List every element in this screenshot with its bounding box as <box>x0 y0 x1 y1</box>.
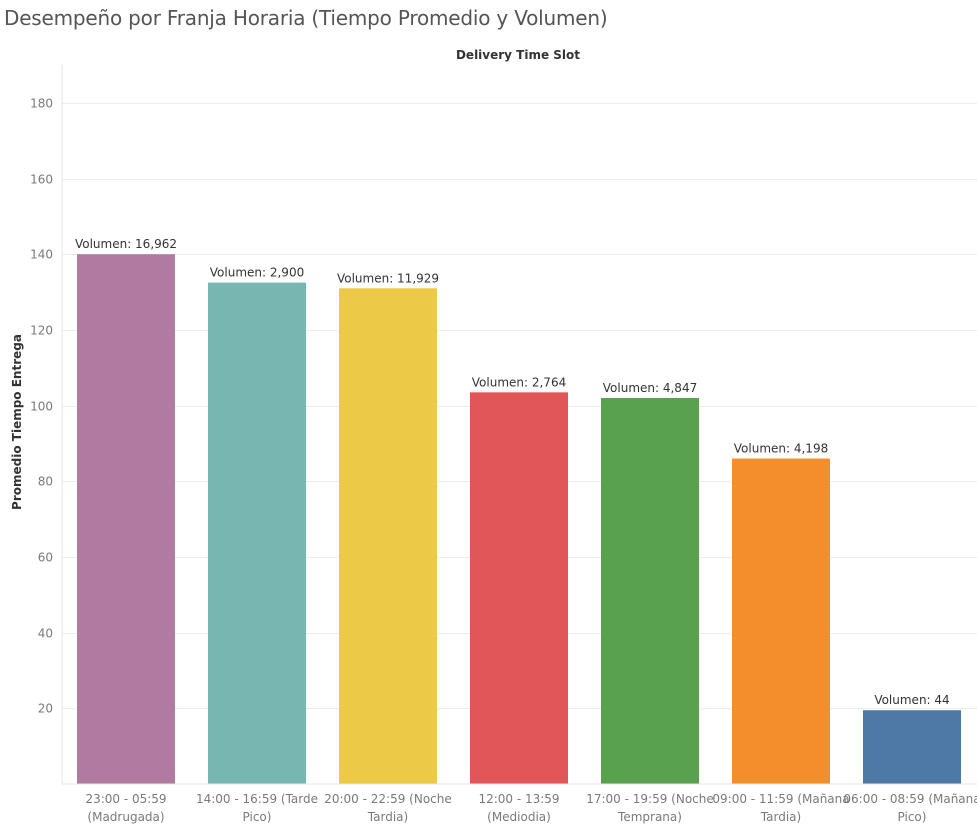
chart-title: Desempeño por Franja Horaria (Tiempo Pro… <box>4 6 608 30</box>
y-tick-label: 180 <box>30 97 53 111</box>
x-tick-label: Pico) <box>243 810 272 824</box>
bar <box>77 254 175 785</box>
x-tick-label: 20:00 - 22:59 (Noche <box>324 792 452 806</box>
y-tick-label: 60 <box>38 551 53 565</box>
bars <box>77 254 961 785</box>
x-tick-label: 06:00 - 08:59 (Mañana <box>843 792 977 806</box>
bar-data-label: Volumen: 11,929 <box>337 271 439 285</box>
data-labels: Volumen: 16,962 Volumen: 2,900 Volumen: 11… <box>75 237 950 707</box>
x-tick-label: (Madrugada) <box>87 810 164 824</box>
x-tick-label: Temprana) <box>617 810 682 824</box>
y-tick-label: 140 <box>30 248 53 262</box>
y-tick-label: 20 <box>38 702 53 716</box>
bar <box>863 710 961 784</box>
axes: 20 40 60 80 100 120 140 160 180 23:00 - 05:59 (Mad… <box>30 65 977 824</box>
column-header: Delivery Time Slot <box>456 48 580 62</box>
bar <box>470 392 568 784</box>
bar-data-label: Volumen: 2,764 <box>472 375 566 389</box>
bar-data-label: Volumen: 4,198 <box>734 442 828 456</box>
y-axis-title: Promedio Tiempo Entrega <box>10 334 24 510</box>
x-tick-label: 17:00 - 19:59 (Noche <box>586 792 714 806</box>
x-tick-label: Tardia) <box>760 810 801 824</box>
bar <box>208 282 306 784</box>
bar-data-label: Volumen: 4,847 <box>603 381 697 395</box>
y-tick-label: 100 <box>30 400 53 414</box>
bar <box>601 398 699 784</box>
x-tick-label: 23:00 - 05:59 <box>85 792 166 806</box>
bar-data-label: Volumen: 16,962 <box>75 237 177 251</box>
x-tick-label: Pico) <box>898 810 927 824</box>
y-tick-label: 160 <box>30 173 53 187</box>
x-tick-label: 12:00 - 13:59 <box>478 792 559 806</box>
y-tick-label: 40 <box>38 627 53 641</box>
x-tick-label: 09:00 - 11:59 (Mañana <box>712 792 849 806</box>
bar-data-label: Volumen: 2,900 <box>210 266 304 280</box>
bar <box>339 288 437 784</box>
y-tick-label: 80 <box>38 475 53 489</box>
bar-data-label: Volumen: 44 <box>874 693 949 707</box>
bar <box>732 458 830 784</box>
x-tick-label: 14:00 - 16:59 (Tarde <box>196 792 318 806</box>
x-tick-label: (Mediodia) <box>487 810 551 824</box>
y-tick-label: 120 <box>30 324 53 338</box>
x-tick-label: Tardia) <box>367 810 408 824</box>
